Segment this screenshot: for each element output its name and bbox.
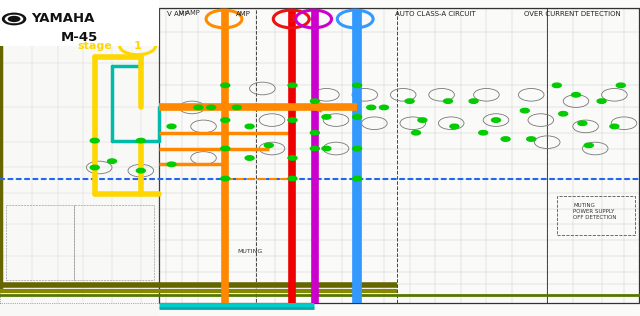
Bar [159, 0, 640, 316]
Text: 3: 3 [287, 14, 295, 24]
Circle shape [367, 105, 376, 110]
Bar [557, 196, 635, 235]
Bar [6, 205, 74, 280]
Circle shape [353, 115, 362, 119]
Circle shape [194, 105, 203, 110]
Circle shape [221, 146, 230, 151]
Bar [159, 8, 256, 303]
Bar [74, 205, 154, 280]
Circle shape [167, 162, 176, 167]
Circle shape [310, 146, 319, 151]
Circle shape [412, 131, 420, 135]
Circle shape [353, 176, 362, 181]
Circle shape [288, 176, 297, 181]
Circle shape [221, 118, 230, 122]
Circle shape [501, 137, 510, 141]
Circle shape [559, 112, 568, 116]
Bar [0, 8, 159, 303]
Circle shape [136, 138, 145, 143]
Circle shape [353, 146, 362, 151]
Text: M-45: M-45 [61, 31, 98, 45]
Circle shape [492, 118, 500, 122]
Circle shape [380, 105, 388, 110]
Circle shape [444, 99, 452, 103]
Bar [397, 8, 547, 303]
Circle shape [221, 83, 230, 88]
Circle shape [245, 124, 254, 129]
Circle shape [552, 83, 561, 88]
Circle shape [479, 131, 488, 135]
Text: 1: 1 [134, 41, 141, 51]
Circle shape [245, 156, 254, 160]
Text: OVER CURRENT DETECTION: OVER CURRENT DETECTION [524, 11, 621, 17]
Circle shape [288, 83, 297, 88]
Text: V AMP: V AMP [167, 11, 189, 17]
Circle shape [616, 83, 625, 88]
Circle shape [450, 124, 459, 129]
Circle shape [578, 121, 587, 125]
Circle shape [167, 124, 176, 129]
Circle shape [4, 14, 24, 24]
Circle shape [610, 124, 619, 129]
Circle shape [405, 99, 414, 103]
Text: 5: 5 [351, 14, 359, 24]
Bar [547, 8, 639, 303]
Circle shape [572, 93, 580, 97]
Text: 4: 4 [310, 14, 317, 24]
Bar [0, 0, 159, 316]
Bar [159, 8, 639, 303]
Text: YAMAHA: YAMAHA [31, 12, 94, 26]
Bar [0, 0, 159, 46]
Circle shape [288, 118, 297, 122]
Circle shape [221, 176, 230, 181]
Circle shape [584, 143, 593, 148]
Circle shape [108, 159, 116, 163]
Text: AMP: AMP [236, 11, 251, 17]
Circle shape [232, 105, 241, 110]
Circle shape [418, 118, 427, 122]
Circle shape [8, 16, 20, 22]
Circle shape [90, 138, 99, 143]
Circle shape [322, 146, 331, 151]
Circle shape [310, 99, 319, 103]
Text: AUTO CLASS-A CIRCUIT: AUTO CLASS-A CIRCUIT [395, 11, 476, 17]
Circle shape [310, 131, 319, 135]
Circle shape [207, 105, 216, 110]
Circle shape [597, 99, 606, 103]
Circle shape [136, 168, 145, 173]
Circle shape [527, 137, 536, 141]
Circle shape [322, 115, 331, 119]
Circle shape [353, 83, 362, 88]
Text: MUTING: MUTING [237, 249, 262, 254]
Circle shape [520, 108, 529, 113]
Circle shape [288, 156, 297, 160]
Text: 2: 2 [220, 14, 228, 24]
Circle shape [3, 13, 26, 25]
Circle shape [469, 99, 478, 103]
Text: stage: stage [77, 41, 112, 51]
Circle shape [264, 143, 273, 148]
Circle shape [90, 165, 99, 170]
Text: MUTING
POWER SUPPLY
OFF DETECTION: MUTING POWER SUPPLY OFF DETECTION [573, 204, 617, 220]
Text: V AMP: V AMP [179, 10, 200, 15]
